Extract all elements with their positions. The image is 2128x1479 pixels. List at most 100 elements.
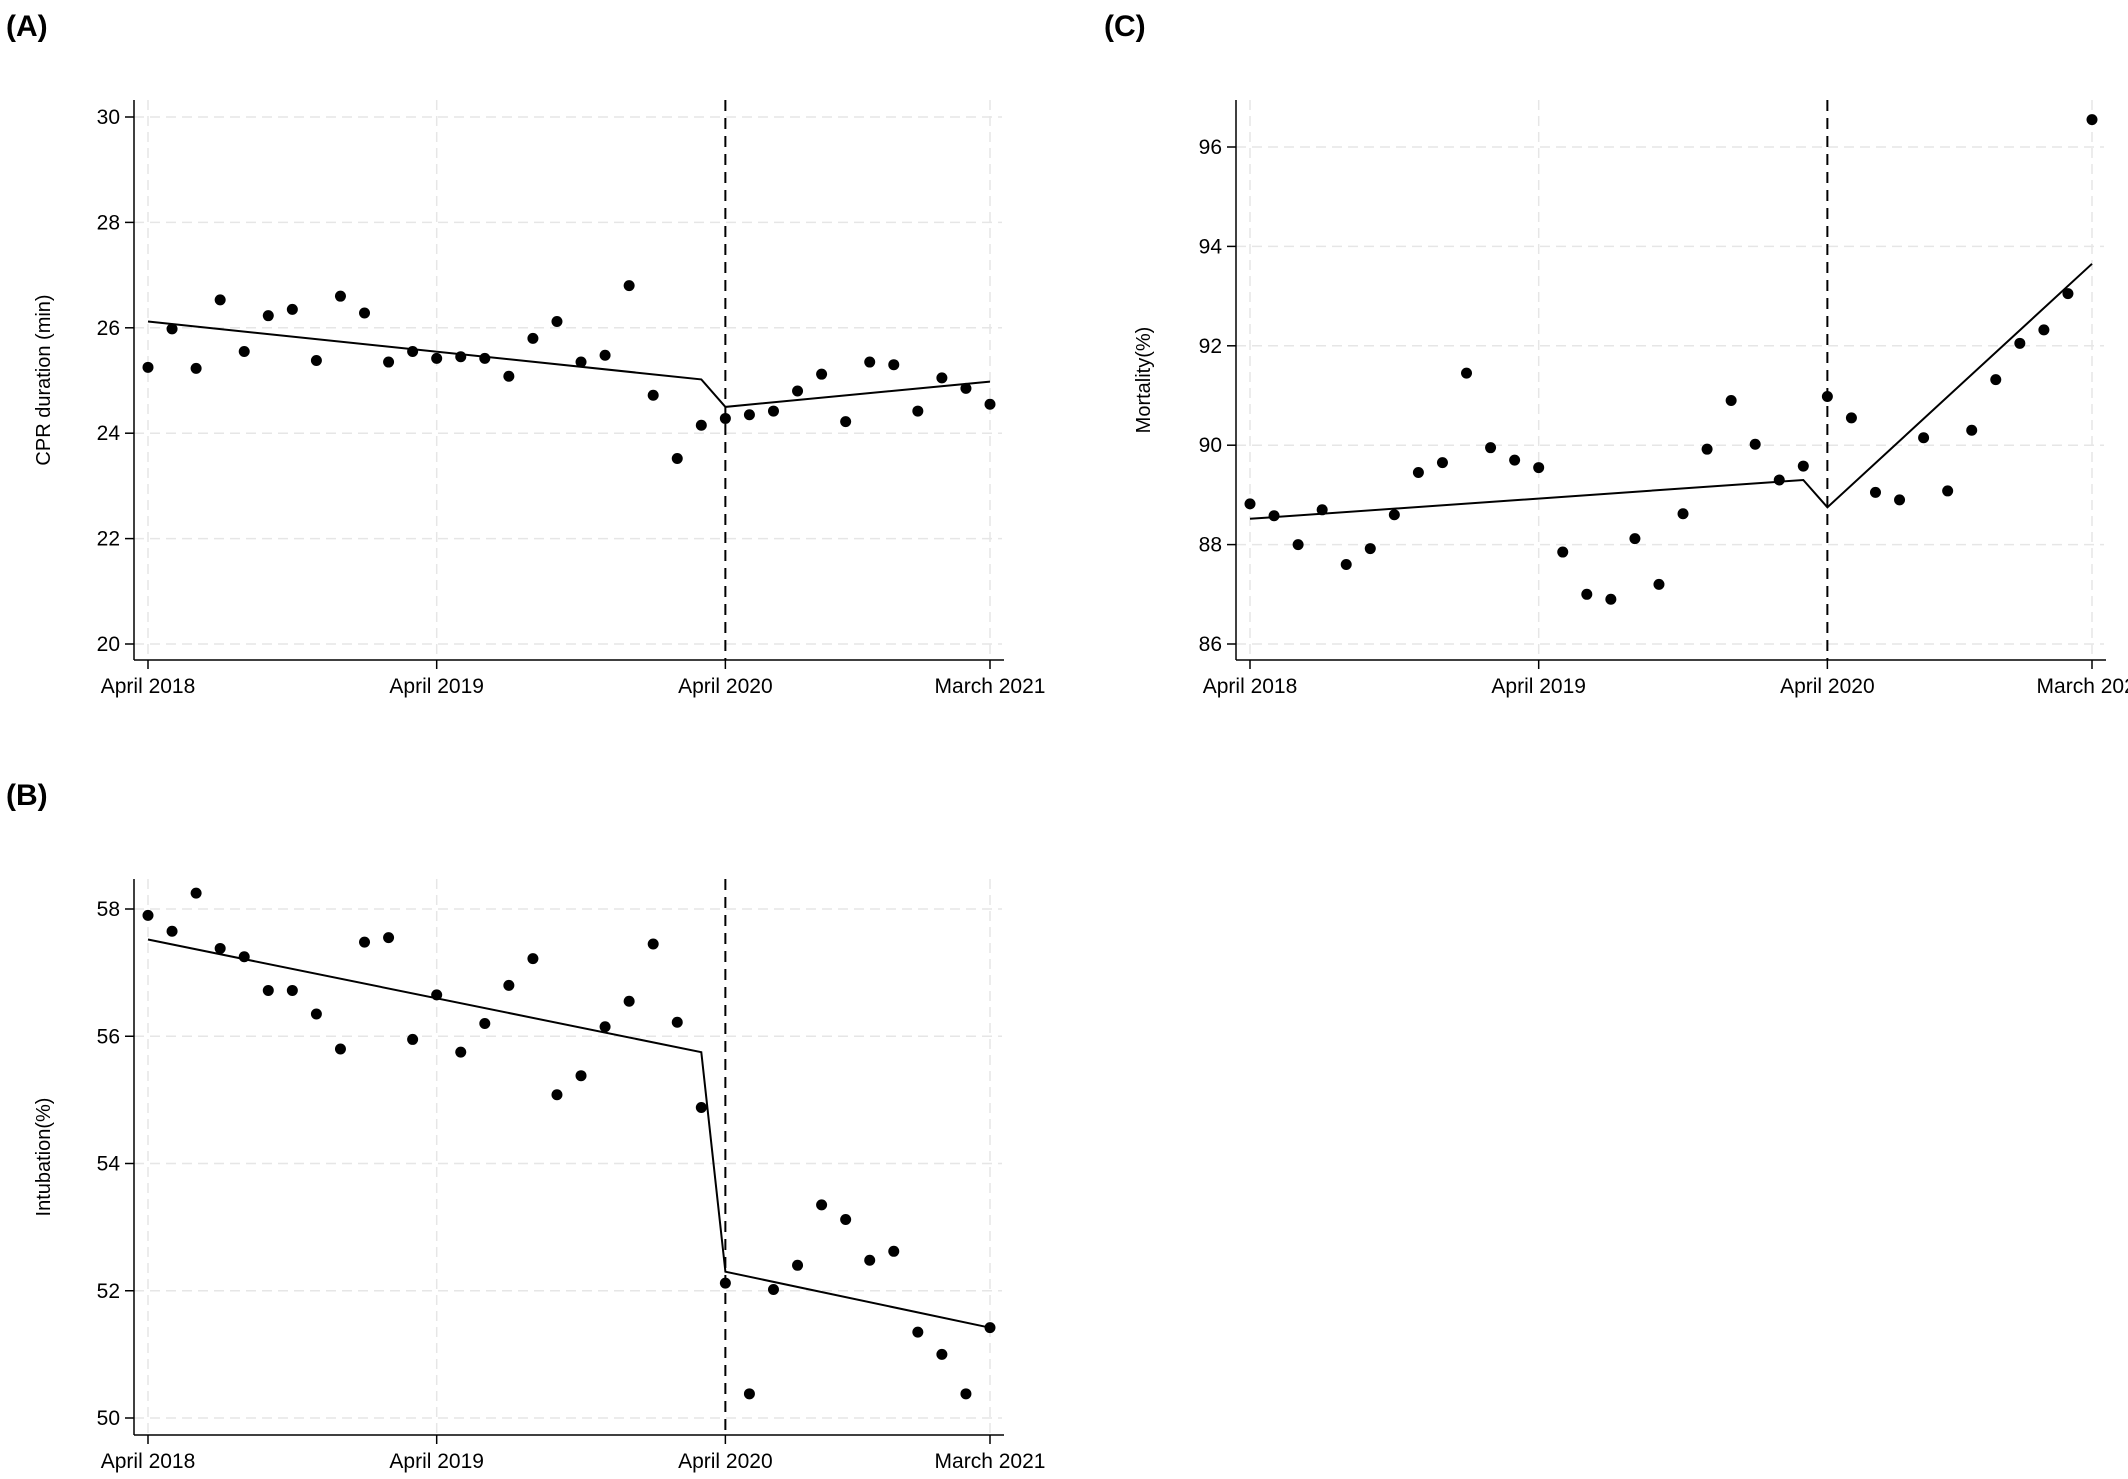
chart-a: 20 22 24 26 28 30 April 2018 April 2019 April 20… — [33, 100, 1046, 698]
data-point-33 — [2038, 324, 2050, 336]
data-point-10 — [1485, 442, 1497, 454]
x-tick-label-2: April 2020 — [1780, 675, 1875, 698]
data-point-24 — [719, 412, 731, 424]
y-tick-label-1: 52 — [97, 1280, 120, 1303]
data-point-22 — [671, 1016, 683, 1028]
data-point-33 — [936, 372, 948, 384]
data-point-20 — [623, 995, 635, 1007]
data-point-25 — [743, 409, 755, 421]
data-point-8 — [334, 290, 346, 302]
data-point-8 — [334, 1043, 346, 1055]
data-point-23 — [1797, 460, 1809, 472]
data-point-28 — [1918, 432, 1930, 444]
data-point-30 — [1966, 424, 1978, 436]
x-tick-label-3: March 2021 — [935, 675, 1046, 698]
data-point-6 — [286, 984, 298, 996]
data-point-31 — [888, 359, 900, 371]
data-point-25 — [743, 1388, 755, 1400]
data-point-34 — [2062, 288, 2074, 300]
data-point-21 — [647, 938, 659, 950]
data-point-26 — [767, 1283, 779, 1295]
data-point-15 — [503, 370, 515, 382]
data-point-30 — [864, 1254, 876, 1266]
data-point-35 — [984, 398, 996, 410]
data-point-27 — [792, 385, 804, 397]
data-point-13 — [455, 1046, 467, 1058]
y-tick-label-4: 58 — [97, 898, 120, 921]
data-point-18 — [575, 356, 587, 368]
y-tick-label-3: 92 — [1199, 335, 1222, 358]
data-point-14 — [1581, 588, 1593, 600]
data-point-32 — [912, 1326, 924, 1338]
data-point-17 — [551, 1089, 563, 1101]
data-point-20 — [1725, 394, 1737, 406]
y-tick-label-0: 86 — [1199, 633, 1222, 656]
data-point-19 — [1701, 443, 1713, 455]
data-point-32 — [912, 405, 924, 417]
data-point-7 — [310, 1008, 322, 1020]
data-point-2 — [190, 887, 202, 899]
y-axis-title: CPR duration (min) — [33, 294, 55, 465]
y-tick-label-5: 30 — [97, 106, 120, 129]
data-point-4 — [1340, 558, 1352, 570]
data-point-4 — [238, 346, 250, 358]
data-point-11 — [1509, 454, 1521, 466]
data-point-29 — [840, 416, 852, 428]
data-point-17 — [1653, 578, 1665, 590]
data-point-23 — [695, 1102, 707, 1114]
y-tick-label-1: 22 — [97, 528, 120, 551]
x-tick-label-3: March 2021 — [935, 1450, 1046, 1473]
panel-b: (B) 50 52 54 56 58 April 2018 April 2019 April … — [0, 779, 1064, 1479]
data-point-1 — [166, 323, 178, 335]
data-point-31 — [888, 1245, 900, 1257]
panel-a: (A) 20 22 24 26 28 30 April 2018 April 2019 Apri… — [0, 0, 1064, 740]
data-point-28 — [816, 1199, 828, 1211]
panel-c: (C) 86 88 90 92 94 96 April 2018 April 2019 Apri… — [1104, 0, 2128, 740]
data-point-6 — [286, 303, 298, 315]
data-point-30 — [864, 356, 876, 368]
x-tick-label-2: April 2020 — [678, 675, 773, 698]
data-point-14 — [479, 352, 491, 364]
data-point-33 — [936, 1348, 948, 1360]
data-point-3 — [214, 294, 226, 306]
chart-c: 86 88 90 92 94 96 April 2018 April 2019 April 20… — [1133, 100, 2128, 698]
data-point-5 — [1364, 543, 1376, 555]
data-point-19 — [599, 1021, 611, 1033]
y-axis-title: Intubation(%) — [33, 1098, 55, 1217]
data-point-13 — [1557, 546, 1569, 558]
data-point-14 — [479, 1018, 491, 1030]
data-point-31 — [1990, 374, 2002, 386]
data-point-18 — [1677, 508, 1689, 520]
x-tick-label-1: April 2019 — [389, 1450, 484, 1473]
data-point-8 — [1436, 457, 1448, 469]
data-point-7 — [310, 354, 322, 366]
data-point-16 — [1629, 533, 1641, 545]
data-point-22 — [1773, 474, 1785, 486]
panel-label-c: (C) — [1104, 10, 1146, 43]
data-point-3 — [214, 942, 226, 954]
data-point-27 — [1894, 494, 1906, 506]
data-point-22 — [671, 452, 683, 464]
data-point-11 — [407, 346, 419, 358]
data-point-9 — [1461, 367, 1473, 379]
y-tick-label-5: 96 — [1199, 136, 1222, 159]
data-point-34 — [960, 1388, 972, 1400]
y-tick-label-3: 56 — [97, 1025, 120, 1048]
data-point-6 — [1388, 509, 1400, 521]
data-point-24 — [719, 1277, 731, 1289]
x-tick-label-3: March 2021 — [2037, 675, 2128, 698]
data-point-5 — [262, 310, 274, 322]
data-point-9 — [359, 307, 371, 319]
data-point-34 — [960, 382, 972, 394]
fitted-trend-line — [147, 938, 991, 1329]
x-tick-label-2: April 2020 — [678, 1450, 773, 1473]
fitted-trend-line — [1249, 263, 2093, 520]
data-point-15 — [503, 979, 515, 991]
y-tick-label-3: 26 — [97, 317, 120, 340]
data-point-17 — [551, 315, 563, 327]
data-point-7 — [1412, 467, 1424, 479]
x-tick-label-0: April 2018 — [101, 1450, 196, 1473]
y-tick-label-2: 24 — [97, 422, 121, 445]
data-point-10 — [383, 932, 395, 944]
data-point-29 — [840, 1213, 852, 1225]
